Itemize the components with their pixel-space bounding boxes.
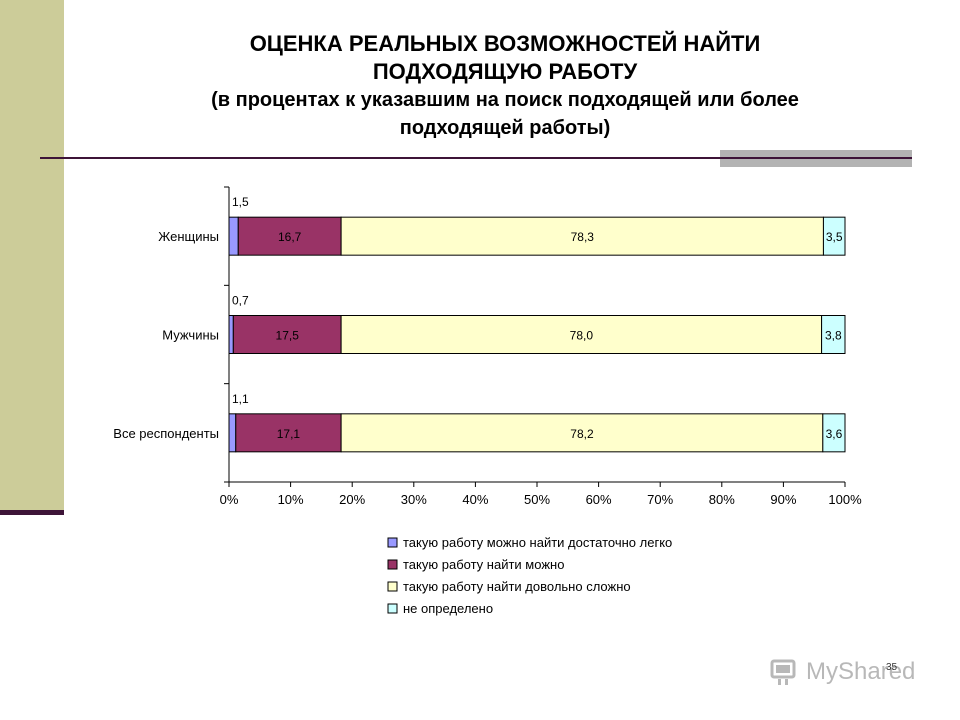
title-line-1: ОЦЕНКА РЕАЛЬНЫХ ВОЗМОЖНОСТЕЙ НАЙТИ: [249, 31, 761, 56]
side-accent-bar: [0, 0, 64, 512]
x-tick-label: 30%: [401, 492, 427, 507]
subtitle-line-1: (в процентах к указавшим на поиск подход…: [211, 89, 799, 111]
subtitle-line-2: подходящей работы): [399, 117, 611, 139]
category-label: Женщины: [158, 229, 219, 244]
data-label: 78,2: [570, 427, 594, 441]
data-label: 3,8: [825, 329, 842, 343]
bar-segment: [228, 413, 237, 453]
page-number: 35: [886, 662, 898, 673]
data-label: 3,5: [826, 230, 843, 244]
legend-swatch: [387, 603, 398, 614]
bar-segment: [340, 413, 824, 453]
data-label: 1,1: [232, 392, 249, 406]
legend-swatch: [387, 581, 398, 592]
x-tick-label: 0%: [220, 492, 239, 507]
watermark: MyShared: [770, 654, 915, 690]
bar-segment: [237, 216, 342, 256]
x-tick-label: 20%: [339, 492, 365, 507]
legend-label: такую работу найти можно: [403, 557, 564, 572]
legend-swatch: [387, 537, 398, 548]
x-tick-label: 80%: [709, 492, 735, 507]
data-label: 1,5: [232, 195, 249, 209]
data-label: 78,3: [571, 230, 595, 244]
bar-segment: [228, 216, 239, 256]
slide-title: ОЦЕНКА РЕАЛЬНЫХ ВОЗМОЖНОСТЕЙ НАЙТИ ПОДХО…: [80, 30, 930, 142]
x-tick-label: 70%: [647, 492, 673, 507]
legend-label: такую работу можно найти достаточно легк…: [403, 535, 672, 550]
category-label: Мужчины: [162, 328, 219, 343]
category-label: Все респонденты: [113, 426, 219, 441]
title-underline: [40, 157, 912, 159]
watermark-text: MyShared: [806, 658, 916, 685]
x-tick-label: 10%: [278, 492, 304, 507]
bar-segment: [822, 216, 846, 256]
x-tick-label: 40%: [462, 492, 488, 507]
side-accent-underline: [0, 510, 64, 515]
data-label: 17,5: [276, 329, 300, 343]
data-label: 16,7: [278, 230, 302, 244]
bar-segment: [340, 216, 824, 256]
data-label: 0,7: [232, 294, 249, 308]
bar-segment: [228, 315, 234, 354]
projector-icon: [770, 659, 796, 685]
legend-label: не определено: [403, 601, 493, 616]
legend-label: такую работу найти довольно сложно: [403, 579, 631, 594]
bar-segment: [821, 315, 846, 354]
x-tick-label: 90%: [770, 492, 796, 507]
bar-segment: [340, 315, 823, 354]
bar-segment: [235, 413, 342, 453]
data-label: 3,6: [826, 427, 843, 441]
data-label: 17,1: [277, 427, 301, 441]
bar-segment: [822, 413, 846, 453]
x-tick-label: 50%: [524, 492, 550, 507]
title-line-2: ПОДХОДЯЩУЮ РАБОТУ: [372, 59, 638, 84]
x-tick-label: 100%: [828, 492, 862, 507]
x-tick-label: 60%: [586, 492, 612, 507]
legend-swatch: [387, 559, 398, 570]
stacked-bar-chart: 0% 10% 20% 30% 40% 50% 60% 70% 80% 90% 100% Женщины…: [113, 186, 862, 616]
data-label: 78,0: [570, 329, 594, 343]
